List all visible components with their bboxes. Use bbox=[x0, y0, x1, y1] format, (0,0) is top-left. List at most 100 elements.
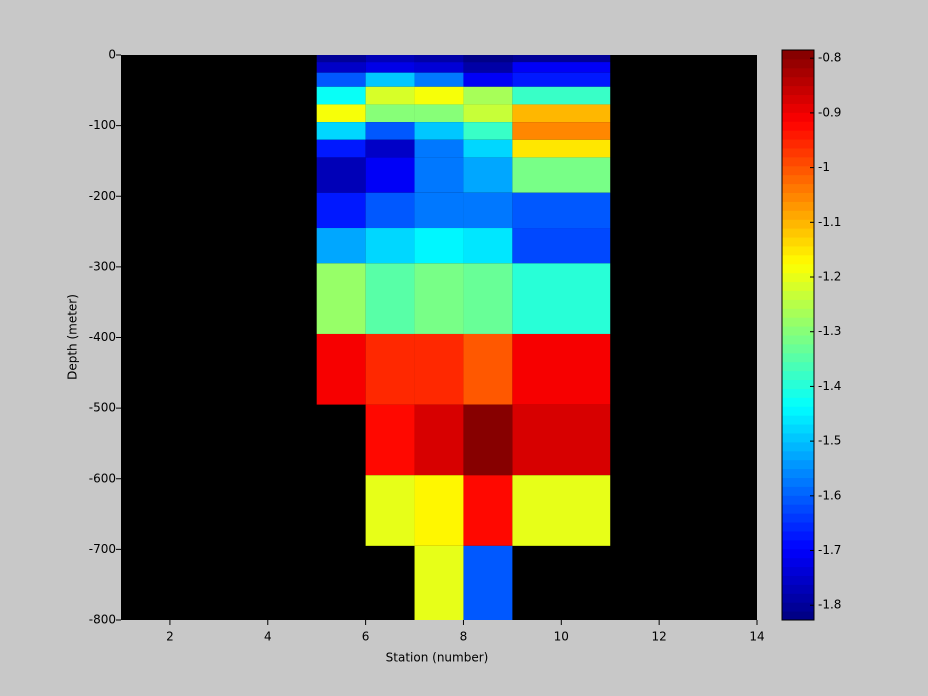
heat-cell bbox=[512, 157, 611, 193]
x-tick-label: 4 bbox=[264, 630, 272, 644]
colorbar-tick-label: -0.9 bbox=[818, 105, 841, 119]
heat-cell bbox=[414, 404, 464, 476]
heat-cell bbox=[316, 228, 366, 264]
heat-cell bbox=[365, 333, 415, 405]
colorbar-swatch bbox=[782, 495, 814, 505]
colorbar-swatch bbox=[782, 424, 814, 434]
heat-cell bbox=[463, 86, 513, 105]
heat-cell bbox=[512, 192, 611, 229]
heat-cell bbox=[512, 475, 611, 546]
heat-cell bbox=[365, 72, 415, 87]
heat-cell bbox=[512, 55, 611, 63]
colorbar-swatch bbox=[782, 112, 814, 122]
heat-cell bbox=[316, 55, 366, 63]
heat-cell bbox=[463, 545, 513, 620]
colorbar-swatch bbox=[782, 441, 814, 452]
colorbar-swatch bbox=[782, 388, 814, 398]
colorbar-swatch bbox=[782, 165, 814, 176]
colorbar-swatch bbox=[782, 450, 814, 461]
heat-cell bbox=[463, 192, 513, 229]
colorbar-swatch bbox=[782, 156, 814, 167]
colorbar-swatch bbox=[782, 504, 814, 514]
colorbar-swatch bbox=[782, 281, 814, 291]
colorbar-swatch bbox=[782, 290, 814, 300]
heat-cell bbox=[414, 228, 464, 264]
heat-cell bbox=[512, 228, 611, 264]
heat-cell bbox=[365, 55, 415, 63]
colorbar-swatch bbox=[782, 530, 814, 541]
colorbar-swatch bbox=[782, 477, 814, 487]
heat-cell bbox=[512, 122, 611, 140]
heat-cell bbox=[414, 333, 464, 405]
heat-cell bbox=[463, 139, 513, 158]
colorbar-swatch bbox=[782, 139, 814, 149]
heat-cell bbox=[316, 62, 366, 73]
heat-cell bbox=[316, 157, 366, 193]
colorbar-tick-label: -1.6 bbox=[818, 488, 841, 502]
colorbar-tick-label: -0.8 bbox=[818, 51, 841, 65]
colorbar-tick-label: -1.4 bbox=[818, 379, 841, 393]
colorbar-swatch bbox=[782, 361, 814, 372]
colorbar-tick-label: -1 bbox=[818, 160, 830, 174]
heat-cell bbox=[463, 404, 513, 476]
heat-cell bbox=[414, 55, 464, 63]
colorbar-swatch bbox=[782, 263, 814, 274]
heat-cell bbox=[316, 333, 366, 405]
colorbar-swatch bbox=[782, 584, 814, 594]
heat-cell bbox=[316, 192, 366, 229]
heat-cell bbox=[463, 333, 513, 405]
y-tick-label: -700 bbox=[89, 542, 116, 556]
heat-cell bbox=[316, 86, 366, 105]
colorbar-swatch bbox=[782, 183, 814, 193]
heat-cell bbox=[414, 104, 464, 123]
heat-cell bbox=[365, 404, 415, 476]
heat-cell bbox=[512, 104, 611, 123]
heat-cell bbox=[365, 475, 415, 546]
colorbar-swatch bbox=[782, 415, 814, 425]
colorbar-swatch bbox=[782, 593, 814, 603]
heat-cell bbox=[414, 62, 464, 73]
colorbar-swatch bbox=[782, 513, 814, 523]
y-tick-label: -600 bbox=[89, 471, 116, 485]
y-tick-label: -500 bbox=[89, 401, 116, 415]
colorbar-swatch bbox=[782, 58, 814, 69]
heat-cell bbox=[365, 192, 415, 229]
y-tick-label: -400 bbox=[89, 330, 116, 344]
colorbar-swatch bbox=[782, 575, 814, 585]
heat-cell bbox=[365, 228, 415, 264]
colorbar-swatch bbox=[782, 343, 814, 354]
colorbar-swatch bbox=[782, 432, 814, 443]
colorbar-swatch bbox=[782, 308, 814, 318]
heat-cell bbox=[463, 122, 513, 140]
heat-cell bbox=[414, 475, 464, 546]
heat-cell bbox=[512, 139, 611, 158]
colorbar-swatch bbox=[782, 335, 814, 345]
colorbar-swatch bbox=[782, 103, 814, 113]
heat-cell bbox=[463, 157, 513, 193]
heat-cell bbox=[365, 86, 415, 105]
heat-cell bbox=[365, 157, 415, 193]
heat-cell bbox=[463, 475, 513, 546]
colorbar-tick-label: -1.2 bbox=[818, 270, 841, 284]
colorbar-swatch bbox=[782, 317, 814, 327]
colorbar-swatch bbox=[782, 228, 814, 238]
y-axis-label: Depth (meter) bbox=[66, 294, 80, 380]
heat-cell bbox=[316, 104, 366, 123]
heat-cell bbox=[463, 228, 513, 264]
heat-cell bbox=[365, 139, 415, 158]
colorbar-swatch bbox=[782, 379, 814, 389]
colorbar-swatch bbox=[782, 397, 814, 407]
heat-cell bbox=[512, 404, 611, 476]
colorbar-swatch bbox=[782, 557, 814, 568]
colorbar-swatch bbox=[782, 539, 814, 550]
heat-cell bbox=[365, 263, 415, 334]
heat-cell bbox=[414, 192, 464, 229]
colorbar-tick-label: -1.3 bbox=[818, 324, 841, 338]
colorbar-swatch bbox=[782, 85, 814, 96]
heat-cell bbox=[512, 333, 611, 405]
x-tick-label: 12 bbox=[652, 630, 667, 644]
colorbar-swatch bbox=[782, 406, 814, 416]
colorbar-swatch bbox=[782, 602, 814, 612]
y-tick-label: -300 bbox=[89, 259, 116, 273]
